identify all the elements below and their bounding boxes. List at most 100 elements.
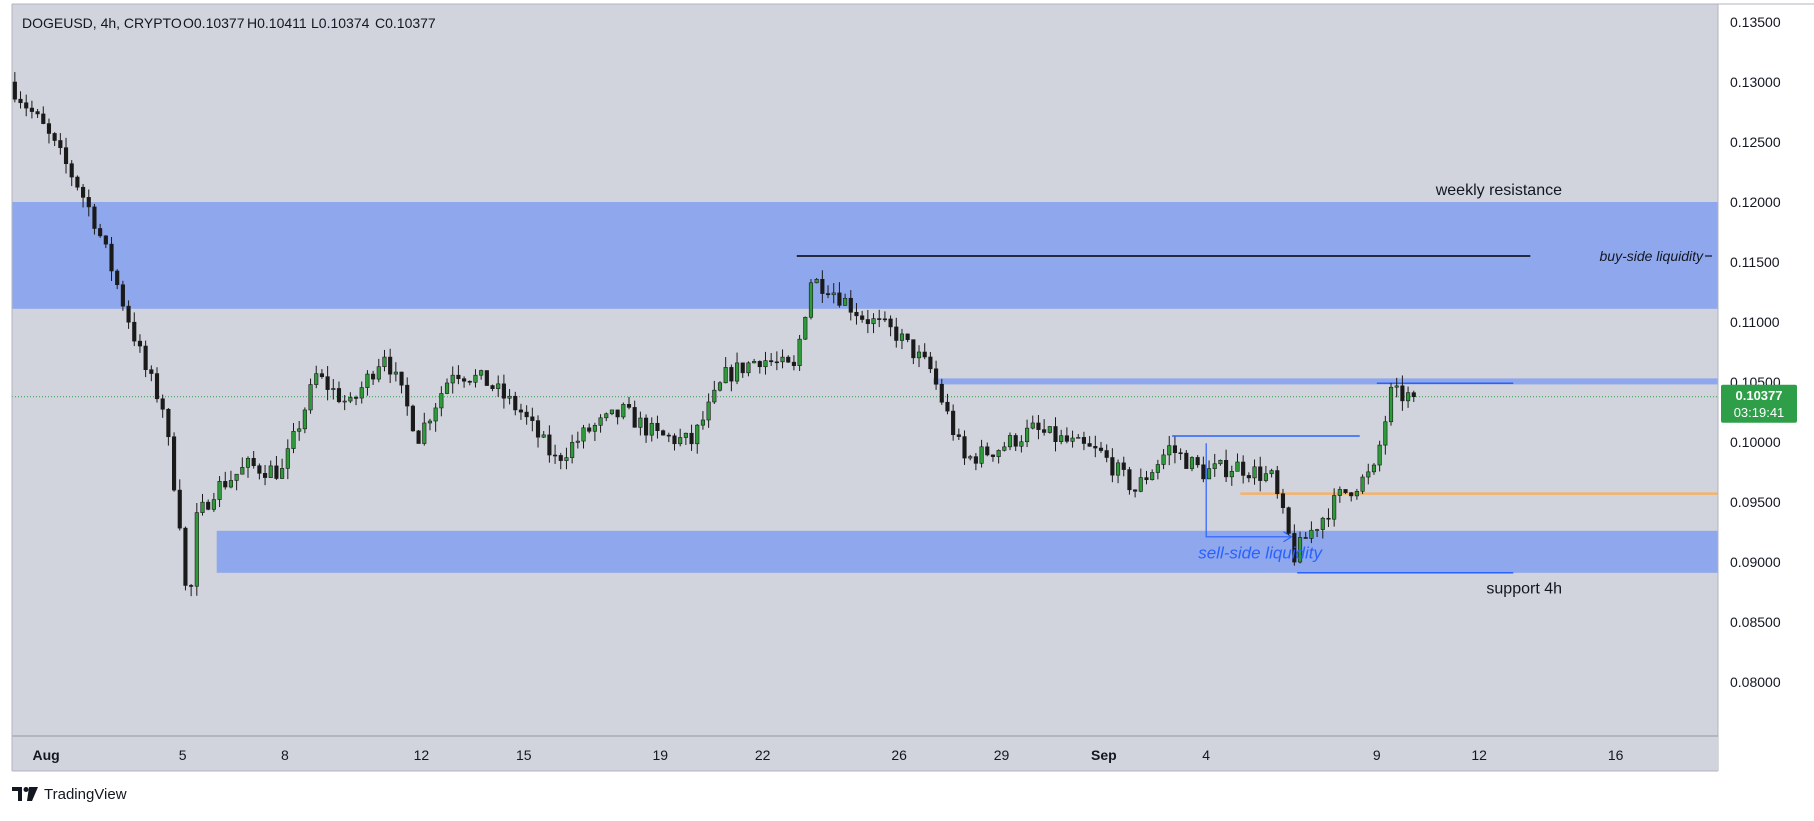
candle-body	[843, 297, 848, 306]
candle-body	[444, 382, 450, 394]
candle	[541, 431, 546, 439]
candle	[149, 365, 154, 382]
candle	[524, 405, 529, 425]
candle-body	[865, 319, 870, 325]
ohlc-c: C0.10377	[375, 15, 436, 31]
candle-body	[524, 411, 529, 418]
candle-body	[1235, 461, 1240, 472]
candle-body	[547, 434, 552, 456]
candle-body	[172, 436, 177, 491]
candle-body	[234, 473, 239, 481]
candle	[120, 280, 125, 311]
candle-body	[1047, 426, 1052, 433]
candle	[234, 473, 239, 491]
candle	[103, 235, 108, 249]
time-axis-panel[interactable]	[12, 736, 1718, 771]
candle-body	[729, 367, 734, 382]
candle-body	[462, 378, 467, 382]
candle-body	[1201, 464, 1206, 480]
candle-body	[1229, 470, 1234, 478]
candle-body	[871, 318, 876, 325]
ohlc-o: O0.10377	[183, 15, 245, 31]
symbol-label[interactable]: DOGEUSD, 4h, CRYPTO	[22, 15, 182, 31]
candle-body	[211, 499, 216, 510]
candle-body	[752, 361, 757, 364]
candle-body	[1383, 421, 1388, 446]
candle	[1087, 436, 1092, 447]
candle-body	[837, 292, 842, 306]
price-tick-label: 0.09000	[1730, 554, 1781, 570]
candle	[1275, 465, 1280, 499]
candle-body	[825, 293, 831, 296]
candle	[1383, 415, 1388, 455]
candle-body	[245, 458, 251, 468]
candle-body	[968, 456, 973, 459]
brand-footer[interactable]: TradingView	[12, 784, 127, 804]
candle	[911, 339, 916, 365]
candle	[456, 365, 461, 385]
candle-body	[342, 400, 347, 403]
candle-body	[1297, 537, 1303, 563]
time-tick-label: 4	[1202, 747, 1210, 763]
candle-body	[1081, 437, 1086, 444]
candle	[644, 414, 649, 443]
candle	[1178, 448, 1183, 460]
candle	[1377, 440, 1382, 472]
candle	[359, 381, 364, 404]
candle	[1309, 521, 1314, 544]
candle-body	[348, 397, 353, 402]
candle-body	[1263, 473, 1268, 481]
candle-body	[655, 422, 660, 431]
candle	[780, 349, 785, 369]
candle	[1098, 441, 1104, 453]
candle-body	[1269, 470, 1274, 475]
candle-body	[717, 382, 723, 391]
candle	[1047, 426, 1052, 434]
bar-countdown: 03:19:41	[1734, 405, 1785, 420]
candle	[1206, 460, 1212, 480]
candle	[1025, 419, 1030, 448]
candle-body	[700, 419, 705, 426]
price-tick-label: 0.12000	[1730, 194, 1781, 210]
candle-body	[223, 481, 228, 488]
candle	[365, 370, 370, 396]
candle-body	[217, 481, 222, 500]
candle-body	[558, 455, 563, 461]
candle	[1189, 456, 1195, 472]
candle-body	[922, 351, 927, 358]
candle	[723, 357, 728, 384]
tradingview-logo-icon	[12, 787, 38, 801]
candle	[109, 236, 114, 281]
candle-body	[996, 450, 1001, 457]
candle-body	[786, 356, 791, 363]
candle-body	[649, 422, 654, 436]
candle-body	[990, 454, 996, 457]
candle-body	[143, 345, 148, 370]
candle-body	[678, 437, 683, 445]
candle	[1201, 456, 1206, 483]
candle-body	[314, 373, 319, 385]
candle-body	[1150, 472, 1155, 481]
candle-body	[1087, 443, 1092, 447]
candle-body	[1212, 463, 1217, 469]
candle	[553, 444, 558, 464]
candle-body	[780, 356, 785, 363]
candle	[820, 270, 825, 303]
candle-body	[388, 356, 393, 375]
candle	[262, 465, 268, 486]
candle-body	[973, 456, 978, 464]
candle	[297, 420, 302, 441]
candle	[740, 362, 745, 378]
candle-body	[365, 373, 370, 388]
candle-body	[200, 501, 205, 513]
candle-body	[325, 376, 330, 390]
candle	[803, 316, 808, 340]
candle-body	[422, 422, 427, 444]
candle-body	[376, 366, 381, 380]
candle	[1127, 466, 1132, 495]
candle-body	[689, 432, 694, 445]
candle-body	[706, 401, 711, 421]
candle-body	[120, 284, 125, 307]
